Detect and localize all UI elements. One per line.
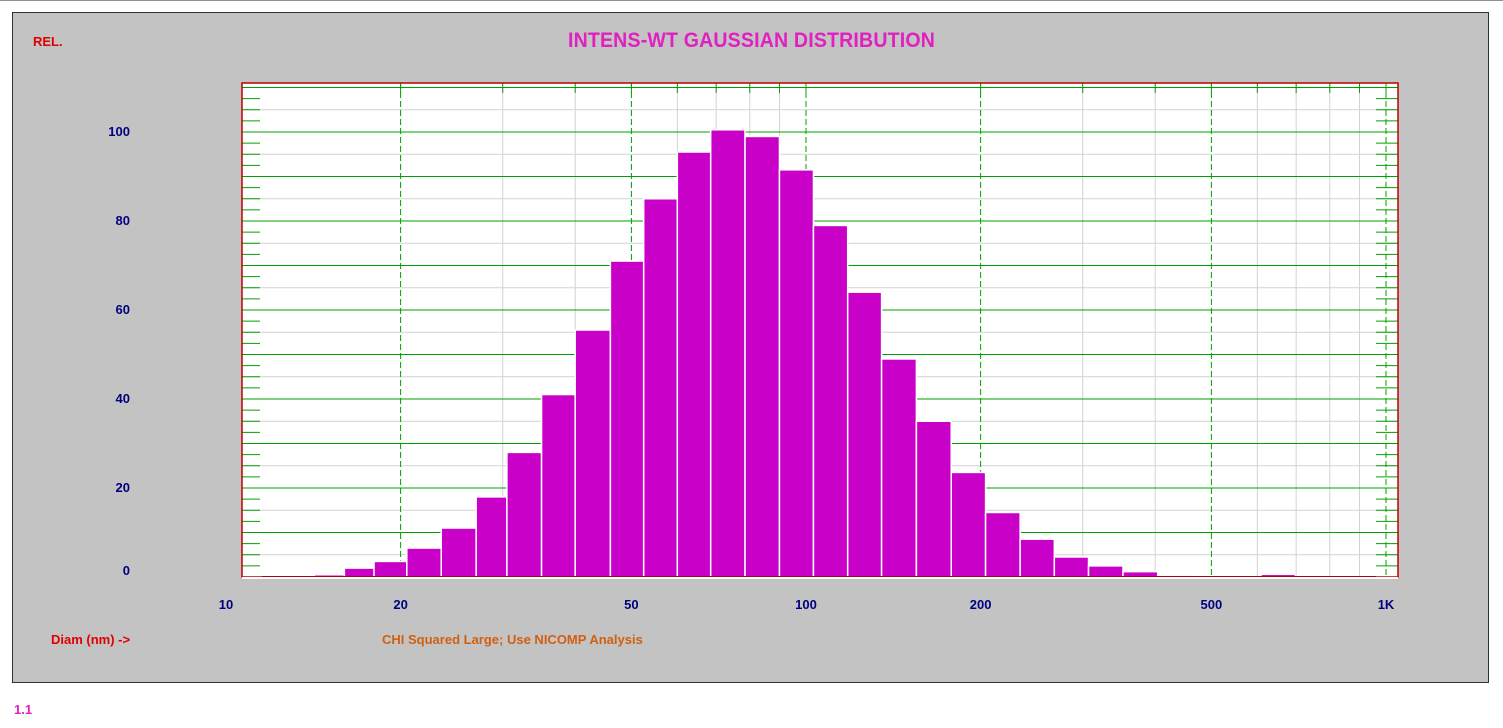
major-gridlines [242, 83, 1398, 578]
version-label: 1.1 [14, 702, 33, 717]
chart-title: INTENS-WT GAUSSIAN DISTRIBUTION [567, 29, 936, 52]
histogram-bar [475, 496, 508, 578]
histogram-bar [343, 567, 375, 578]
y-tick-labels: 0 20 40 60 80 100 [108, 124, 130, 578]
y-tick-label: 80 [116, 213, 130, 228]
x-tick-label: 20 [393, 597, 407, 612]
histogram-bar [812, 224, 849, 578]
histogram-bar [440, 527, 477, 578]
plot-frame [241, 82, 1399, 579]
histogram-bar [676, 151, 712, 578]
histogram-bar [506, 451, 543, 578]
y-axis-unit-label: REL. [33, 34, 63, 49]
histogram-bar [540, 393, 576, 578]
histogram-bar [373, 560, 408, 578]
histogram-bars [262, 129, 1376, 578]
x-tick-label: 500 [1201, 597, 1223, 612]
histogram-bar [880, 358, 918, 578]
histogram-bar [574, 329, 612, 578]
histogram-bar [744, 135, 781, 578]
y-tick-label: 20 [116, 480, 130, 495]
x-tick-label: 50 [624, 597, 638, 612]
histogram-bar [846, 291, 883, 578]
histogram-bar [406, 547, 442, 578]
y-tick-label: 0 [123, 563, 130, 578]
histogram-bar [1019, 538, 1056, 578]
histogram-bar [609, 260, 645, 578]
histogram-bar [709, 129, 746, 578]
x-tick-label: 200 [970, 597, 992, 612]
y-tick-label: 100 [108, 124, 130, 139]
histogram-bar [950, 471, 987, 578]
x-tick-label: 1K [1378, 597, 1395, 612]
y-tick-label: 40 [116, 391, 130, 406]
x-tick-labels: 10 20 50 100 200 500 1K [219, 597, 1395, 612]
histogram-bar [1053, 556, 1090, 578]
histogram-bar [915, 420, 952, 578]
y-tick-label: 60 [116, 302, 130, 317]
histogram-bar [984, 511, 1021, 578]
top-border-line [0, 0, 1503, 1]
histogram-bar [778, 169, 815, 578]
x-tick-label: 10 [219, 597, 233, 612]
histogram-bar [642, 198, 679, 578]
x-tick-label: 100 [795, 597, 817, 612]
histogram-bar [1087, 565, 1124, 578]
analysis-message: CHI Squared Large; Use NICOMP Analysis [382, 632, 643, 647]
x-axis-label: Diam (nm) -> [51, 632, 131, 647]
